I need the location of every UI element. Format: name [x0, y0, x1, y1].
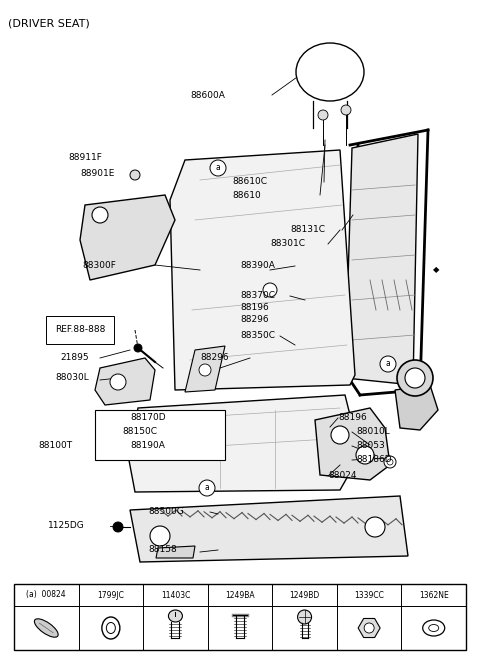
Text: 88296: 88296: [240, 316, 269, 325]
Text: 88030L: 88030L: [55, 373, 89, 382]
Circle shape: [210, 160, 226, 176]
Text: 1799JC: 1799JC: [97, 590, 124, 600]
Ellipse shape: [102, 617, 120, 639]
Text: 88150C: 88150C: [122, 428, 157, 436]
Text: 88301C: 88301C: [270, 239, 305, 249]
Circle shape: [199, 364, 211, 376]
Ellipse shape: [429, 625, 439, 632]
Circle shape: [110, 374, 126, 390]
Text: 88300F: 88300F: [82, 260, 116, 270]
Text: 88901E: 88901E: [80, 169, 114, 178]
Circle shape: [380, 356, 396, 372]
Circle shape: [318, 110, 328, 120]
Text: 88196: 88196: [240, 304, 269, 312]
Circle shape: [397, 360, 433, 396]
Text: 88390A: 88390A: [240, 262, 275, 270]
Text: 88100T: 88100T: [38, 441, 72, 451]
Text: REF.88-888: REF.88-888: [55, 325, 106, 335]
Polygon shape: [185, 346, 225, 392]
Bar: [14, 584, 466, 650]
Ellipse shape: [423, 620, 444, 636]
Circle shape: [263, 283, 277, 297]
Polygon shape: [345, 134, 418, 385]
Polygon shape: [170, 150, 355, 390]
Circle shape: [298, 610, 312, 624]
Circle shape: [387, 459, 393, 465]
Ellipse shape: [107, 623, 115, 634]
Circle shape: [341, 105, 351, 115]
Polygon shape: [130, 496, 408, 562]
Text: 88911F: 88911F: [68, 154, 102, 163]
Circle shape: [130, 170, 140, 180]
Circle shape: [331, 426, 349, 444]
Circle shape: [384, 456, 396, 468]
Polygon shape: [128, 395, 360, 492]
Text: 88053: 88053: [356, 441, 385, 451]
Text: 1362NE: 1362NE: [419, 590, 449, 600]
Ellipse shape: [296, 43, 364, 101]
Text: 88190A: 88190A: [130, 441, 165, 451]
Circle shape: [92, 207, 108, 223]
Text: 88010L: 88010L: [356, 428, 390, 436]
Text: 88370C: 88370C: [240, 291, 275, 300]
Polygon shape: [95, 358, 155, 405]
Circle shape: [405, 368, 425, 388]
Text: 1125DG: 1125DG: [48, 522, 85, 531]
Text: (DRIVER SEAT): (DRIVER SEAT): [8, 18, 90, 28]
Text: 88131C: 88131C: [290, 226, 325, 234]
Text: 21895: 21895: [60, 354, 89, 363]
Ellipse shape: [168, 610, 182, 622]
Text: 11403C: 11403C: [161, 590, 190, 600]
Text: 88500G: 88500G: [148, 508, 184, 516]
Bar: [95, 410, 225, 460]
Text: a: a: [385, 359, 390, 369]
Polygon shape: [156, 546, 195, 558]
Text: 88186D: 88186D: [356, 455, 392, 464]
Polygon shape: [80, 195, 175, 280]
Circle shape: [364, 623, 374, 633]
Text: a: a: [204, 483, 209, 493]
Text: 1339CC: 1339CC: [354, 590, 384, 600]
Circle shape: [199, 480, 215, 496]
Text: 88196: 88196: [338, 413, 367, 422]
Text: 1249BA: 1249BA: [225, 590, 255, 600]
Circle shape: [150, 526, 170, 546]
Circle shape: [356, 446, 374, 464]
Polygon shape: [315, 408, 390, 480]
Circle shape: [113, 522, 123, 532]
Text: (a)  00824: (a) 00824: [26, 590, 66, 600]
Text: 88024: 88024: [328, 472, 357, 480]
Text: 88350C: 88350C: [240, 331, 275, 340]
Text: 88610C: 88610C: [232, 178, 267, 186]
Text: 88170D: 88170D: [130, 413, 166, 422]
Text: ◆: ◆: [433, 266, 439, 274]
Text: 88296: 88296: [200, 354, 228, 363]
Circle shape: [134, 344, 142, 352]
Text: 1249BD: 1249BD: [289, 590, 320, 600]
Text: a: a: [216, 163, 220, 173]
Circle shape: [365, 517, 385, 537]
Text: 88600A: 88600A: [190, 91, 225, 100]
Polygon shape: [395, 385, 438, 430]
Text: 88610: 88610: [232, 190, 261, 199]
Text: 88158: 88158: [148, 546, 177, 554]
Ellipse shape: [35, 619, 58, 637]
